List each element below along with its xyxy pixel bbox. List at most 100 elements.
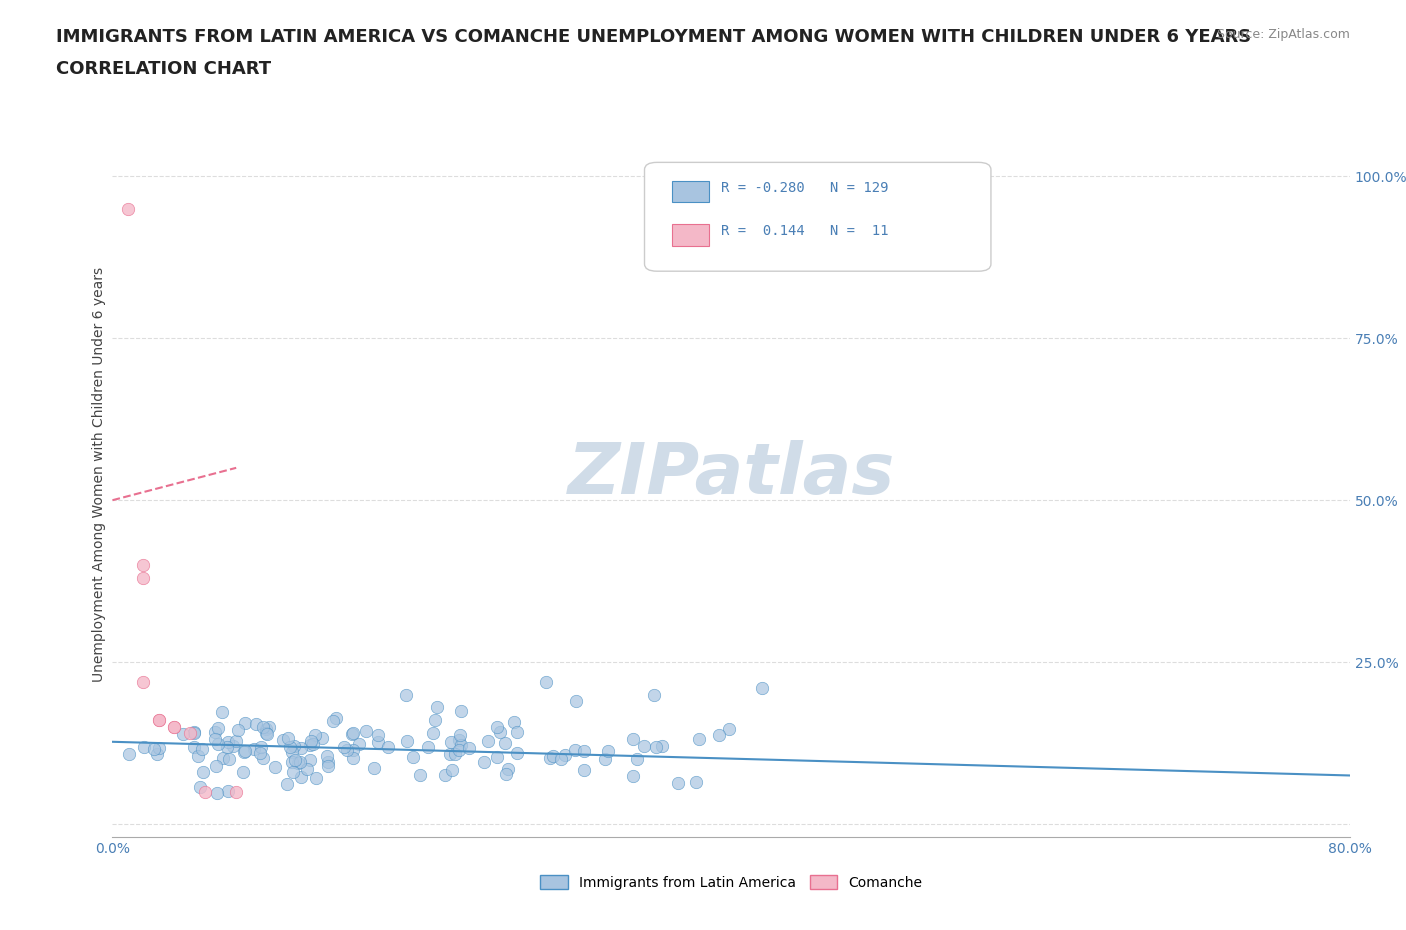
- Point: [118, 747, 141, 762]
- Legend: Immigrants from Latin America, Comanche: Immigrants from Latin America, Comanche: [534, 870, 928, 896]
- Point: [281, 745, 304, 760]
- Point: [281, 764, 304, 779]
- Point: [287, 755, 309, 770]
- Point: [505, 745, 527, 760]
- Point: [332, 739, 354, 754]
- Point: [534, 674, 557, 689]
- Point: [117, 201, 139, 216]
- Point: [416, 739, 439, 754]
- Point: [250, 740, 273, 755]
- Point: [205, 759, 228, 774]
- Point: [299, 737, 322, 752]
- Point: [276, 777, 298, 791]
- Point: [249, 745, 271, 760]
- Point: [496, 762, 519, 777]
- Point: [233, 743, 256, 758]
- Bar: [672, 224, 709, 246]
- Point: [264, 759, 287, 774]
- Point: [207, 786, 229, 801]
- Text: R =  0.144   N =  11: R = 0.144 N = 11: [721, 224, 889, 238]
- Point: [218, 751, 240, 766]
- Point: [233, 745, 256, 760]
- Point: [550, 751, 572, 766]
- Point: [363, 761, 385, 776]
- Point: [163, 720, 186, 735]
- Point: [449, 733, 471, 748]
- Point: [494, 736, 516, 751]
- Point: [245, 717, 267, 732]
- Point: [225, 734, 247, 749]
- Point: [489, 725, 512, 740]
- Point: [621, 732, 644, 747]
- Point: [187, 749, 209, 764]
- Point: [217, 739, 239, 754]
- Point: [257, 720, 280, 735]
- Point: [222, 738, 245, 753]
- Point: [426, 700, 449, 715]
- Point: [565, 694, 588, 709]
- Point: [132, 739, 155, 754]
- Point: [190, 742, 212, 757]
- Point: [440, 735, 463, 750]
- Point: [486, 750, 509, 764]
- Point: [217, 734, 239, 749]
- Point: [132, 570, 155, 585]
- Point: [593, 751, 616, 766]
- Point: [277, 731, 299, 746]
- Point: [290, 755, 312, 770]
- Point: [596, 743, 619, 758]
- Point: [495, 766, 517, 781]
- Point: [347, 737, 370, 751]
- Point: [502, 714, 524, 729]
- Point: [148, 713, 170, 728]
- Point: [395, 687, 418, 702]
- Point: [193, 764, 215, 779]
- Point: [188, 780, 211, 795]
- Point: [179, 726, 201, 741]
- Point: [194, 784, 217, 799]
- Point: [204, 724, 226, 739]
- Point: [146, 746, 169, 761]
- Text: IMMIGRANTS FROM LATIN AMERICA VS COMANCHE UNEMPLOYMENT AMONG WOMEN WITH CHILDREN: IMMIGRANTS FROM LATIN AMERICA VS COMANCH…: [56, 28, 1251, 46]
- Point: [207, 720, 229, 735]
- Point: [290, 740, 312, 755]
- Point: [163, 720, 186, 735]
- Point: [183, 724, 205, 739]
- Point: [342, 751, 364, 765]
- Point: [254, 721, 277, 736]
- Point: [316, 748, 339, 763]
- Point: [688, 732, 710, 747]
- Text: R = -0.280   N = 129: R = -0.280 N = 129: [721, 180, 889, 194]
- Point: [325, 711, 347, 725]
- Point: [233, 715, 256, 730]
- Point: [709, 727, 731, 742]
- Point: [290, 770, 312, 785]
- Point: [645, 739, 668, 754]
- Point: [402, 750, 425, 764]
- Point: [204, 731, 226, 746]
- Point: [284, 752, 307, 767]
- Text: ZIPatlas: ZIPatlas: [568, 440, 894, 509]
- Point: [299, 734, 322, 749]
- Point: [283, 738, 305, 753]
- Point: [342, 725, 364, 740]
- Point: [305, 771, 328, 786]
- Point: [183, 726, 205, 741]
- Point: [311, 730, 333, 745]
- Point: [132, 674, 155, 689]
- Point: [316, 759, 339, 774]
- Point: [252, 751, 274, 765]
- Point: [666, 776, 689, 790]
- Point: [377, 740, 399, 755]
- Point: [422, 725, 444, 740]
- Point: [395, 734, 418, 749]
- Y-axis label: Unemployment Among Women with Children Under 6 years: Unemployment Among Women with Children U…: [91, 267, 105, 682]
- Point: [207, 737, 229, 751]
- Point: [633, 738, 655, 753]
- Point: [340, 726, 363, 741]
- Point: [626, 751, 648, 766]
- Point: [541, 749, 564, 764]
- Point: [132, 557, 155, 572]
- Point: [505, 724, 527, 739]
- Point: [252, 720, 274, 735]
